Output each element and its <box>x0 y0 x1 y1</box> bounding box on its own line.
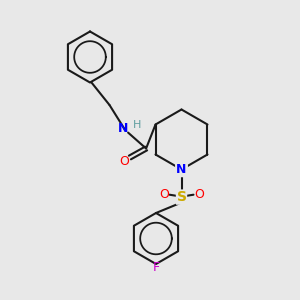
Text: O: O <box>120 154 129 168</box>
Text: O: O <box>194 188 204 201</box>
Text: H: H <box>133 120 141 130</box>
Text: S: S <box>176 190 187 204</box>
Text: N: N <box>176 163 187 176</box>
Text: O: O <box>159 188 169 201</box>
Text: F: F <box>152 261 160 274</box>
Text: N: N <box>118 122 128 136</box>
